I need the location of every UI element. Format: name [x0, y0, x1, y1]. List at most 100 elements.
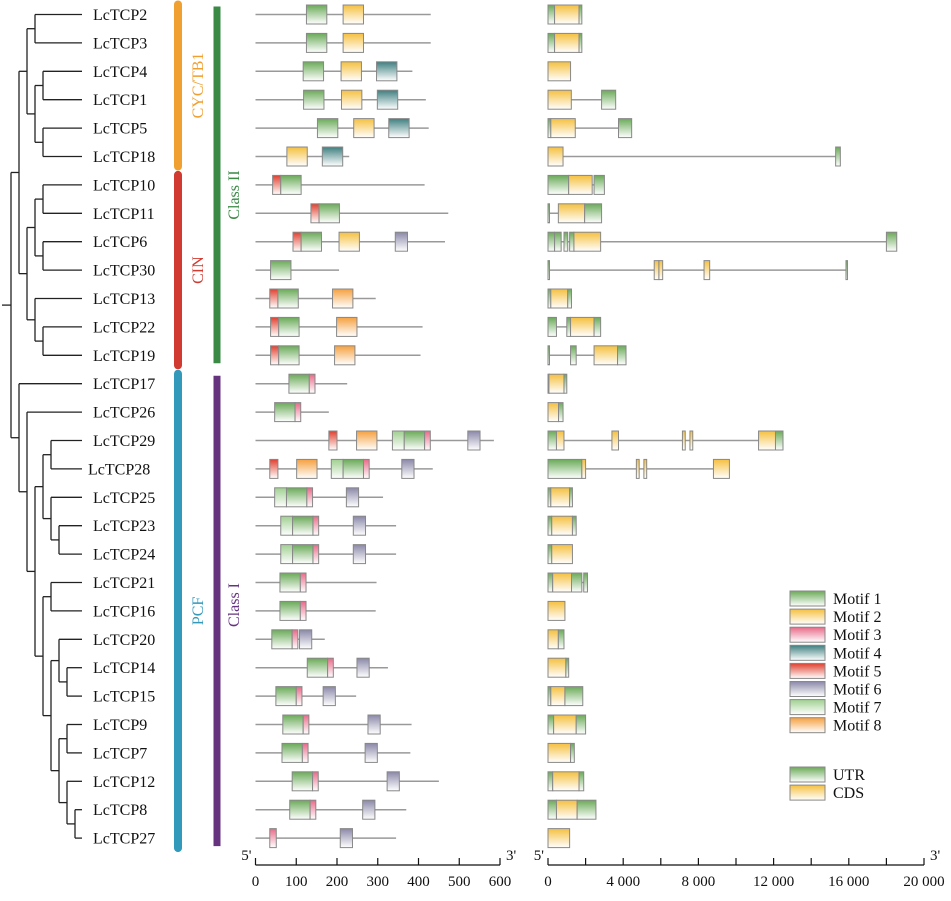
motif-1-box: [279, 600, 301, 621]
cds-box: [658, 260, 664, 281]
motif-5-box: [269, 458, 279, 479]
gene-label: LcTCP2: [93, 7, 147, 24]
gene-label: LcTCP29: [93, 433, 155, 450]
utr-box: [565, 657, 570, 678]
cds-box: [554, 4, 580, 25]
motif-1-box: [289, 799, 311, 820]
gene-label: LcTCP25: [93, 490, 155, 507]
gene-label: LcTCP1: [93, 92, 147, 109]
motif-4-box: [388, 118, 410, 139]
tick-label: 0: [252, 874, 260, 890]
legend-swatch-utr: [789, 766, 826, 783]
utr-box: [547, 430, 557, 451]
motif-6-box: [322, 686, 336, 707]
motif-1-box: [342, 458, 364, 479]
utr-box: [547, 32, 556, 53]
legend-swatch-cds: [789, 784, 826, 801]
tick-label: 200: [326, 874, 349, 890]
legend-swatch-motif-8: [789, 717, 826, 734]
motif-8-box: [296, 458, 318, 479]
motif-4-box: [376, 61, 398, 82]
class-label: Class I: [226, 583, 243, 627]
gene-label: LcTCP21: [93, 575, 155, 592]
utr-box: [547, 231, 556, 252]
cds-box: [550, 686, 566, 707]
motif-1-box: [305, 32, 328, 53]
cds-box: [547, 657, 567, 678]
cds-box: [547, 629, 559, 650]
motif-4-box: [376, 89, 399, 110]
cds-box: [547, 89, 572, 110]
utr-box: [547, 458, 583, 479]
gene-label: LcTCP10: [93, 177, 155, 194]
legend-swatch-motif-2: [789, 608, 826, 625]
cds-box: [547, 742, 572, 763]
gene-label: LcTCP18: [93, 149, 155, 166]
motif-6-box: [352, 544, 367, 565]
gene-label: LcTCP6: [93, 234, 147, 251]
utr-box: [547, 4, 556, 25]
legend-label: Motif 8: [833, 718, 881, 735]
legend-label: Motif 2: [833, 609, 881, 626]
gene-label: LcTCP14: [93, 660, 155, 677]
tick-label: 300: [367, 874, 390, 890]
motif-1-box: [305, 4, 328, 25]
utr-box: [593, 174, 605, 195]
motif-2-box: [342, 4, 364, 25]
gene-label: LcTCP20: [93, 632, 155, 649]
cds-box: [653, 260, 660, 281]
utr-box: [547, 260, 550, 281]
tick-label: 12 000: [753, 874, 794, 890]
motif-3-box: [306, 487, 314, 508]
utr-box: [576, 799, 597, 820]
cds-box: [547, 146, 564, 167]
motif-7-box: [330, 458, 344, 479]
motif-3-box: [312, 544, 320, 565]
utr-box: [547, 799, 557, 820]
motif-1-box: [278, 316, 300, 337]
motif-1-box: [318, 203, 340, 224]
utr-box: [547, 515, 553, 536]
utr-box: [557, 629, 565, 650]
cds-box: [547, 61, 572, 82]
motif-1-box: [292, 544, 314, 565]
motif-6-box: [401, 458, 415, 479]
three-prime-label: 3': [506, 848, 517, 864]
gene-label: LcTCP13: [93, 291, 155, 308]
motif-2-box: [342, 32, 364, 53]
gene-labels: LcTCP2 LcTCP3 LcTCP4 LcTCP1 LcTCP5 LcTCP18 LcT…: [88, 7, 155, 848]
gene-label: LcTCP28: [88, 461, 150, 478]
gene-label: LcTCP3: [93, 35, 147, 52]
utr-box: [578, 771, 585, 792]
gene-label: LcTCP17: [93, 376, 155, 393]
motif-5-box: [272, 174, 282, 195]
cds-box: [573, 231, 602, 252]
tick-label: 0: [544, 874, 552, 890]
motif-2-box: [353, 118, 375, 139]
tick-label: 16 000: [828, 874, 869, 890]
motif-3-box: [299, 600, 307, 621]
gene-label: LcTCP19: [93, 348, 155, 365]
gene-label: LcTCP8: [93, 802, 147, 819]
motif-6-box: [362, 799, 376, 820]
subfamily-label: PCF: [190, 597, 207, 626]
cds-box: [758, 430, 776, 451]
axes: 0 100 200 300 400 500 600 5' 3' 0 4 000 8 000 12 000…: [241, 848, 944, 890]
utr-box: [566, 316, 572, 337]
motif-3-box: [269, 828, 277, 849]
utr-box: [571, 515, 577, 536]
motif-6-box: [467, 430, 481, 451]
gene-label: LcTCP7: [93, 745, 147, 762]
cds-box: [550, 118, 576, 139]
tick-label: 500: [448, 874, 471, 890]
legend-label: Motif 6: [833, 682, 881, 699]
utr-box: [547, 345, 550, 366]
motif-1-box: [280, 174, 302, 195]
cds-box: [689, 430, 694, 451]
motif-3-box: [302, 714, 310, 735]
utr-box: [618, 118, 633, 139]
utr-box: [584, 203, 603, 224]
utr-box: [554, 231, 562, 252]
gene-label: LcTCP5: [93, 121, 147, 138]
